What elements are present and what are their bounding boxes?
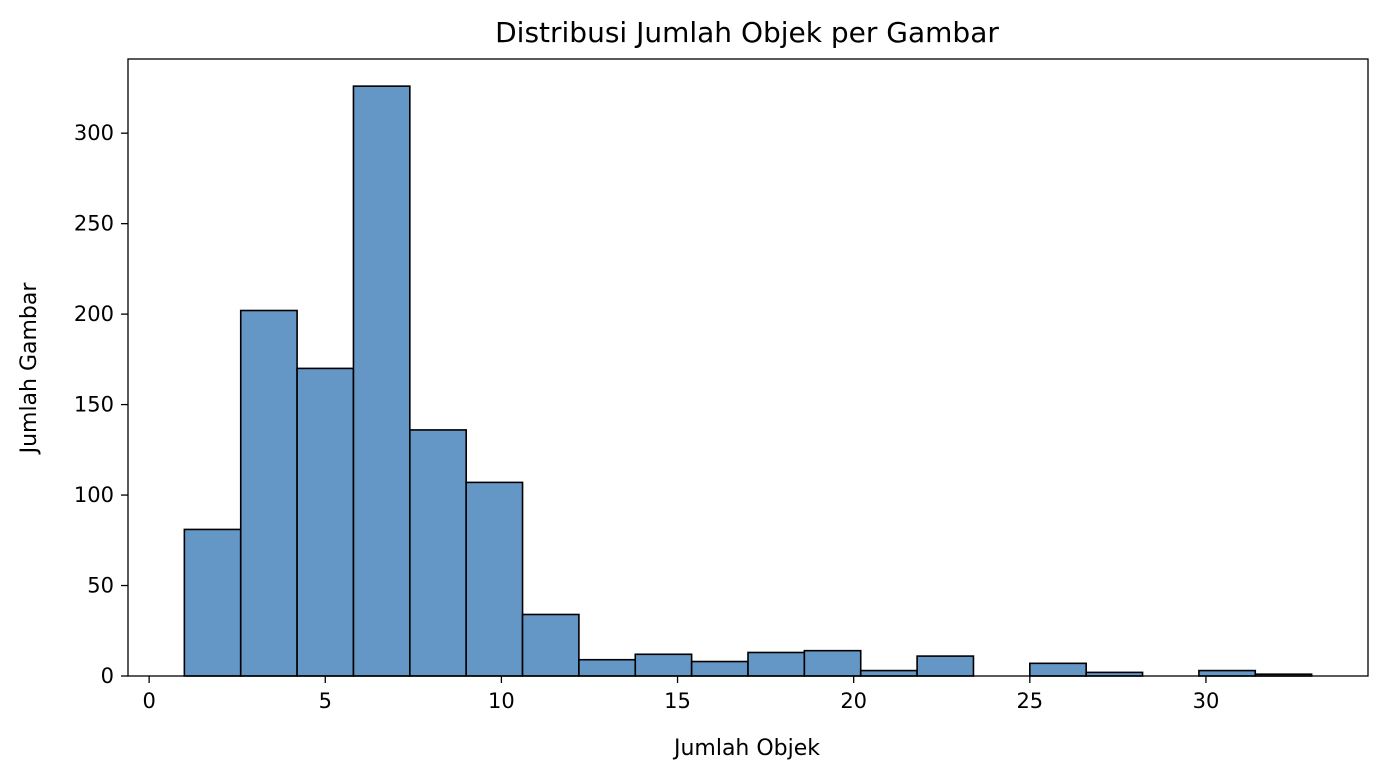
- histogram-bar-11: [803, 649, 862, 677]
- x-tick-label-0: 0: [142, 689, 155, 713]
- y-axis: 0 50 100 150 200 250 300: [74, 121, 128, 688]
- chart-title: Distribusi Jumlah Objek per Gambar: [495, 16, 999, 49]
- bars-group: [183, 85, 1313, 677]
- histogram-bar-18: [1198, 669, 1257, 677]
- histogram-bar-3: [352, 85, 411, 677]
- histogram-bar-10: [747, 651, 806, 677]
- histogram-bar-0: [183, 528, 242, 677]
- x-tick-label-4: 20: [840, 689, 867, 713]
- histogram-bar-12: [859, 669, 918, 677]
- histogram-bar-1: [239, 309, 298, 677]
- histogram-bar-4: [409, 429, 467, 677]
- x-tick-label-6: 30: [1193, 689, 1220, 713]
- y-tick-label-6: 300: [74, 121, 114, 145]
- x-axis: 0 5 10 15 20 25 30: [142, 676, 1219, 713]
- histogram-bar-7: [578, 658, 637, 677]
- plot-frame: [127, 58, 1369, 677]
- histogram-bar-8: [634, 653, 693, 677]
- histogram-bar-6: [521, 613, 580, 677]
- histogram-bar-5: [465, 481, 524, 677]
- y-tick-label-5: 250: [74, 212, 114, 236]
- y-axis-label: Jumlah Gambar: [17, 282, 42, 456]
- x-tick-label-1: 5: [319, 689, 332, 713]
- histogram-bar-9: [690, 660, 749, 677]
- x-tick-label-2: 10: [488, 689, 515, 713]
- x-tick-label-5: 25: [1016, 689, 1043, 713]
- x-axis-label: Jumlah Objek: [672, 736, 820, 761]
- histogram-bar-15: [1029, 662, 1087, 677]
- histogram-bar-13: [916, 655, 975, 677]
- y-tick-label-0: 0: [101, 664, 114, 688]
- y-tick-label-4: 200: [74, 302, 114, 326]
- y-tick-label-2: 100: [74, 483, 114, 507]
- y-tick-label-3: 150: [74, 393, 114, 417]
- x-tick-label-3: 15: [664, 689, 691, 713]
- histogram-bar-2: [296, 367, 355, 677]
- y-tick-label-1: 50: [87, 574, 114, 598]
